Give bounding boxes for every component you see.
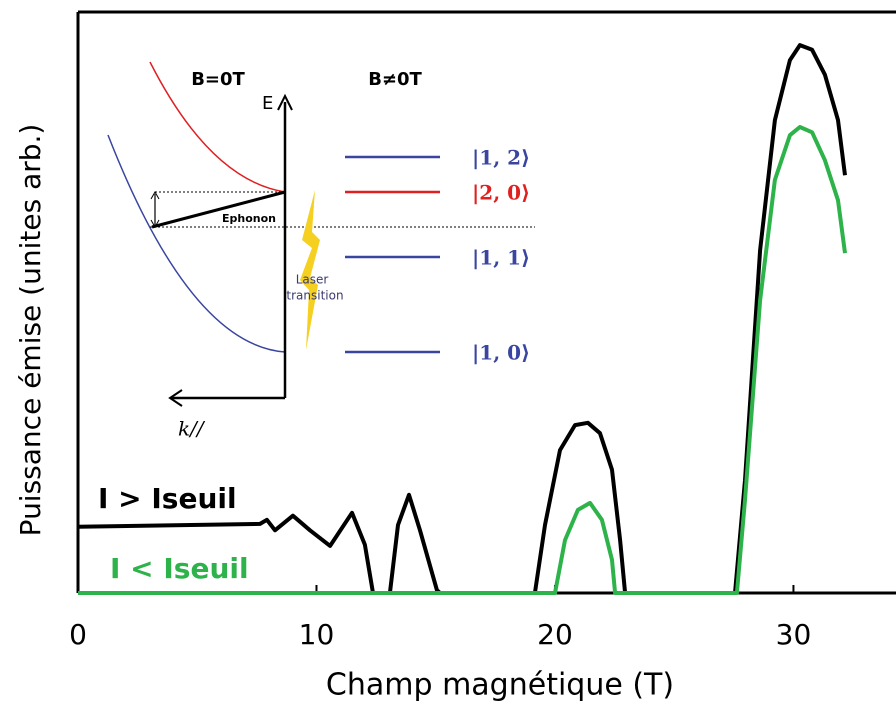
- x-tick-label: 20: [537, 618, 573, 651]
- annotation: |1, 1⟩: [472, 246, 530, 270]
- annotation: Laser: [296, 273, 329, 287]
- x-tick-label: 0: [69, 618, 87, 651]
- annotation: Ephonon: [222, 212, 276, 225]
- annotation: |2, 0⟩: [472, 181, 530, 205]
- x-tick-label: 10: [299, 618, 335, 651]
- arrow-head: [277, 93, 293, 111]
- annotation: |1, 0⟩: [472, 341, 530, 365]
- x-axis-label: Champ magnétique (T): [326, 668, 674, 701]
- laser-bolt: [300, 190, 320, 350]
- lower-band: [107, 134, 286, 353]
- line-series: [78, 125, 847, 595]
- annotation: B≠0T: [368, 69, 422, 90]
- annotation: B=0T: [191, 69, 245, 90]
- y-axis-label: Puissance émise (unites arb.): [14, 124, 47, 537]
- annotation: transition: [286, 289, 343, 303]
- phonon-line: [151, 190, 286, 229]
- annotation: |1, 2⟩: [472, 146, 530, 170]
- line-series: [77, 43, 847, 595]
- annotation: E: [262, 93, 273, 114]
- annotation: k//: [178, 417, 206, 441]
- inset-diagram: B=0T B≠0T E Ephonon Laser transition k//…: [107, 61, 535, 441]
- legend-label: I > Iseuil: [98, 482, 237, 515]
- upper-band: [149, 61, 286, 193]
- arrow-head: [168, 389, 183, 407]
- x-tick-label: 30: [776, 618, 812, 651]
- legend-label: I < Iseuil: [110, 552, 249, 585]
